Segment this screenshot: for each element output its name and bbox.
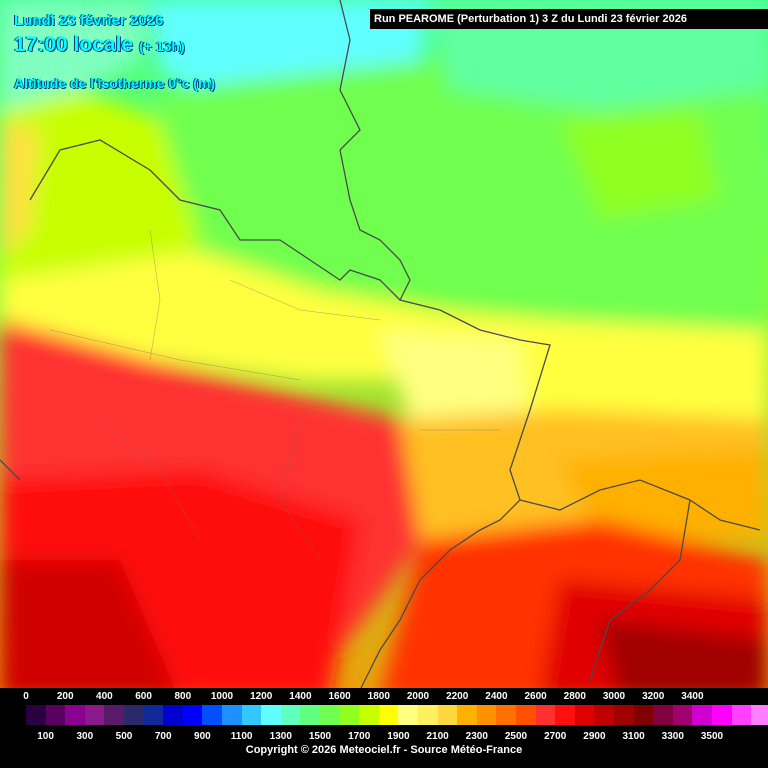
legend-swatch xyxy=(418,705,439,725)
legend-swatch xyxy=(653,705,674,725)
legend-swatch xyxy=(731,705,752,725)
legend-swatch xyxy=(182,705,203,725)
legend-swatch xyxy=(339,705,360,725)
legend-label-bottom: 100 xyxy=(37,731,54,742)
legend-label-top: 2000 xyxy=(406,691,430,702)
legend-label-bottom: 1500 xyxy=(308,731,332,742)
legend-swatch xyxy=(574,705,595,725)
legend xyxy=(0,688,768,768)
legend-label-bottom: 3500 xyxy=(700,731,724,742)
legend-label-bottom: 1100 xyxy=(230,731,253,742)
legend-swatch xyxy=(594,705,615,725)
legend-swatch xyxy=(124,705,145,725)
legend-swatch xyxy=(516,705,537,725)
legend-label-bottom: 300 xyxy=(76,731,94,742)
legend-swatch xyxy=(398,705,419,725)
legend-swatch xyxy=(222,705,243,725)
legend-swatch xyxy=(65,705,86,725)
legend-label-bottom: 2700 xyxy=(544,731,567,742)
map-title: Altitude de l'isotherme 0°c (m) xyxy=(14,75,216,91)
forecast-date: Lundi 23 février 2026 xyxy=(14,12,164,29)
legend-label-bottom: 1700 xyxy=(348,731,371,742)
legend-label-top: 3200 xyxy=(642,691,665,702)
legend-label-top: 3000 xyxy=(602,691,626,702)
legend-swatch xyxy=(751,705,768,725)
legend-swatch xyxy=(202,705,223,725)
legend-swatch xyxy=(535,705,556,725)
legend-label-top: 400 xyxy=(96,691,113,702)
legend-swatch xyxy=(672,705,693,725)
legend-label-top: 0 xyxy=(23,691,29,702)
legend-swatch xyxy=(476,705,497,725)
legend-label-top: 200 xyxy=(56,691,74,702)
legend-swatch xyxy=(633,705,654,725)
legend-swatch xyxy=(26,705,47,725)
legend-swatch xyxy=(300,705,321,725)
legend-swatch xyxy=(261,705,282,725)
legend-label-bottom: 2300 xyxy=(465,731,488,742)
local-time: 17:00 locale (+ 13h) xyxy=(14,33,185,57)
legend-label-bottom: 3100 xyxy=(622,731,645,742)
legend-swatch xyxy=(280,705,301,725)
legend-label-bottom: 2900 xyxy=(583,731,606,742)
legend-swatch xyxy=(241,705,262,725)
legend-label-top: 800 xyxy=(174,691,192,702)
legend-label-top: 3400 xyxy=(681,691,704,702)
legend-label-top: 600 xyxy=(135,691,152,702)
legend-label-top: 1200 xyxy=(250,691,273,702)
legend-swatch xyxy=(378,705,399,725)
legend-swatch xyxy=(457,705,478,725)
legend-label-bottom: 700 xyxy=(154,731,172,742)
legend-label-top: 1600 xyxy=(328,691,351,702)
legend-swatch xyxy=(712,705,733,725)
legend-label-bottom: 500 xyxy=(115,731,133,742)
copyright: Copyright © 2026 Meteociel.fr - Source M… xyxy=(245,744,523,756)
legend-swatch xyxy=(437,705,458,725)
legend-swatch xyxy=(555,705,576,725)
local-time-value: 17:00 locale xyxy=(14,33,134,56)
legend-swatch xyxy=(104,705,125,725)
legend-label-bottom: 2100 xyxy=(426,731,449,742)
legend-label-bottom: 1900 xyxy=(387,731,410,742)
legend-label-top: 2800 xyxy=(563,691,586,702)
legend-swatch xyxy=(143,705,164,725)
legend-label-bottom: 2500 xyxy=(504,731,528,742)
time-offset: (+ 13h) xyxy=(139,38,185,54)
legend-swatch xyxy=(496,705,517,725)
legend-swatch xyxy=(359,705,380,725)
legend-swatch xyxy=(320,705,341,725)
legend-label-top: 1400 xyxy=(289,691,312,702)
legend-label-bottom: 900 xyxy=(194,731,211,742)
legend-label-top: 2600 xyxy=(524,691,547,702)
legend-label-top: 1000 xyxy=(210,691,234,702)
legend-label-top: 2200 xyxy=(446,691,469,702)
legend-label-bottom: 3300 xyxy=(661,731,684,742)
run-info: Run PEAROME (Perturbation 1) 3 Z du Lund… xyxy=(370,9,768,29)
legend-label-top: 2400 xyxy=(485,691,508,702)
legend-label-top: 1800 xyxy=(367,691,390,702)
legend-swatch xyxy=(84,705,105,725)
legend-swatch xyxy=(45,705,66,725)
legend-swatch xyxy=(692,705,713,725)
legend-label-bottom: 1300 xyxy=(269,731,292,742)
legend-swatch xyxy=(614,705,635,725)
legend-swatch xyxy=(163,705,184,725)
